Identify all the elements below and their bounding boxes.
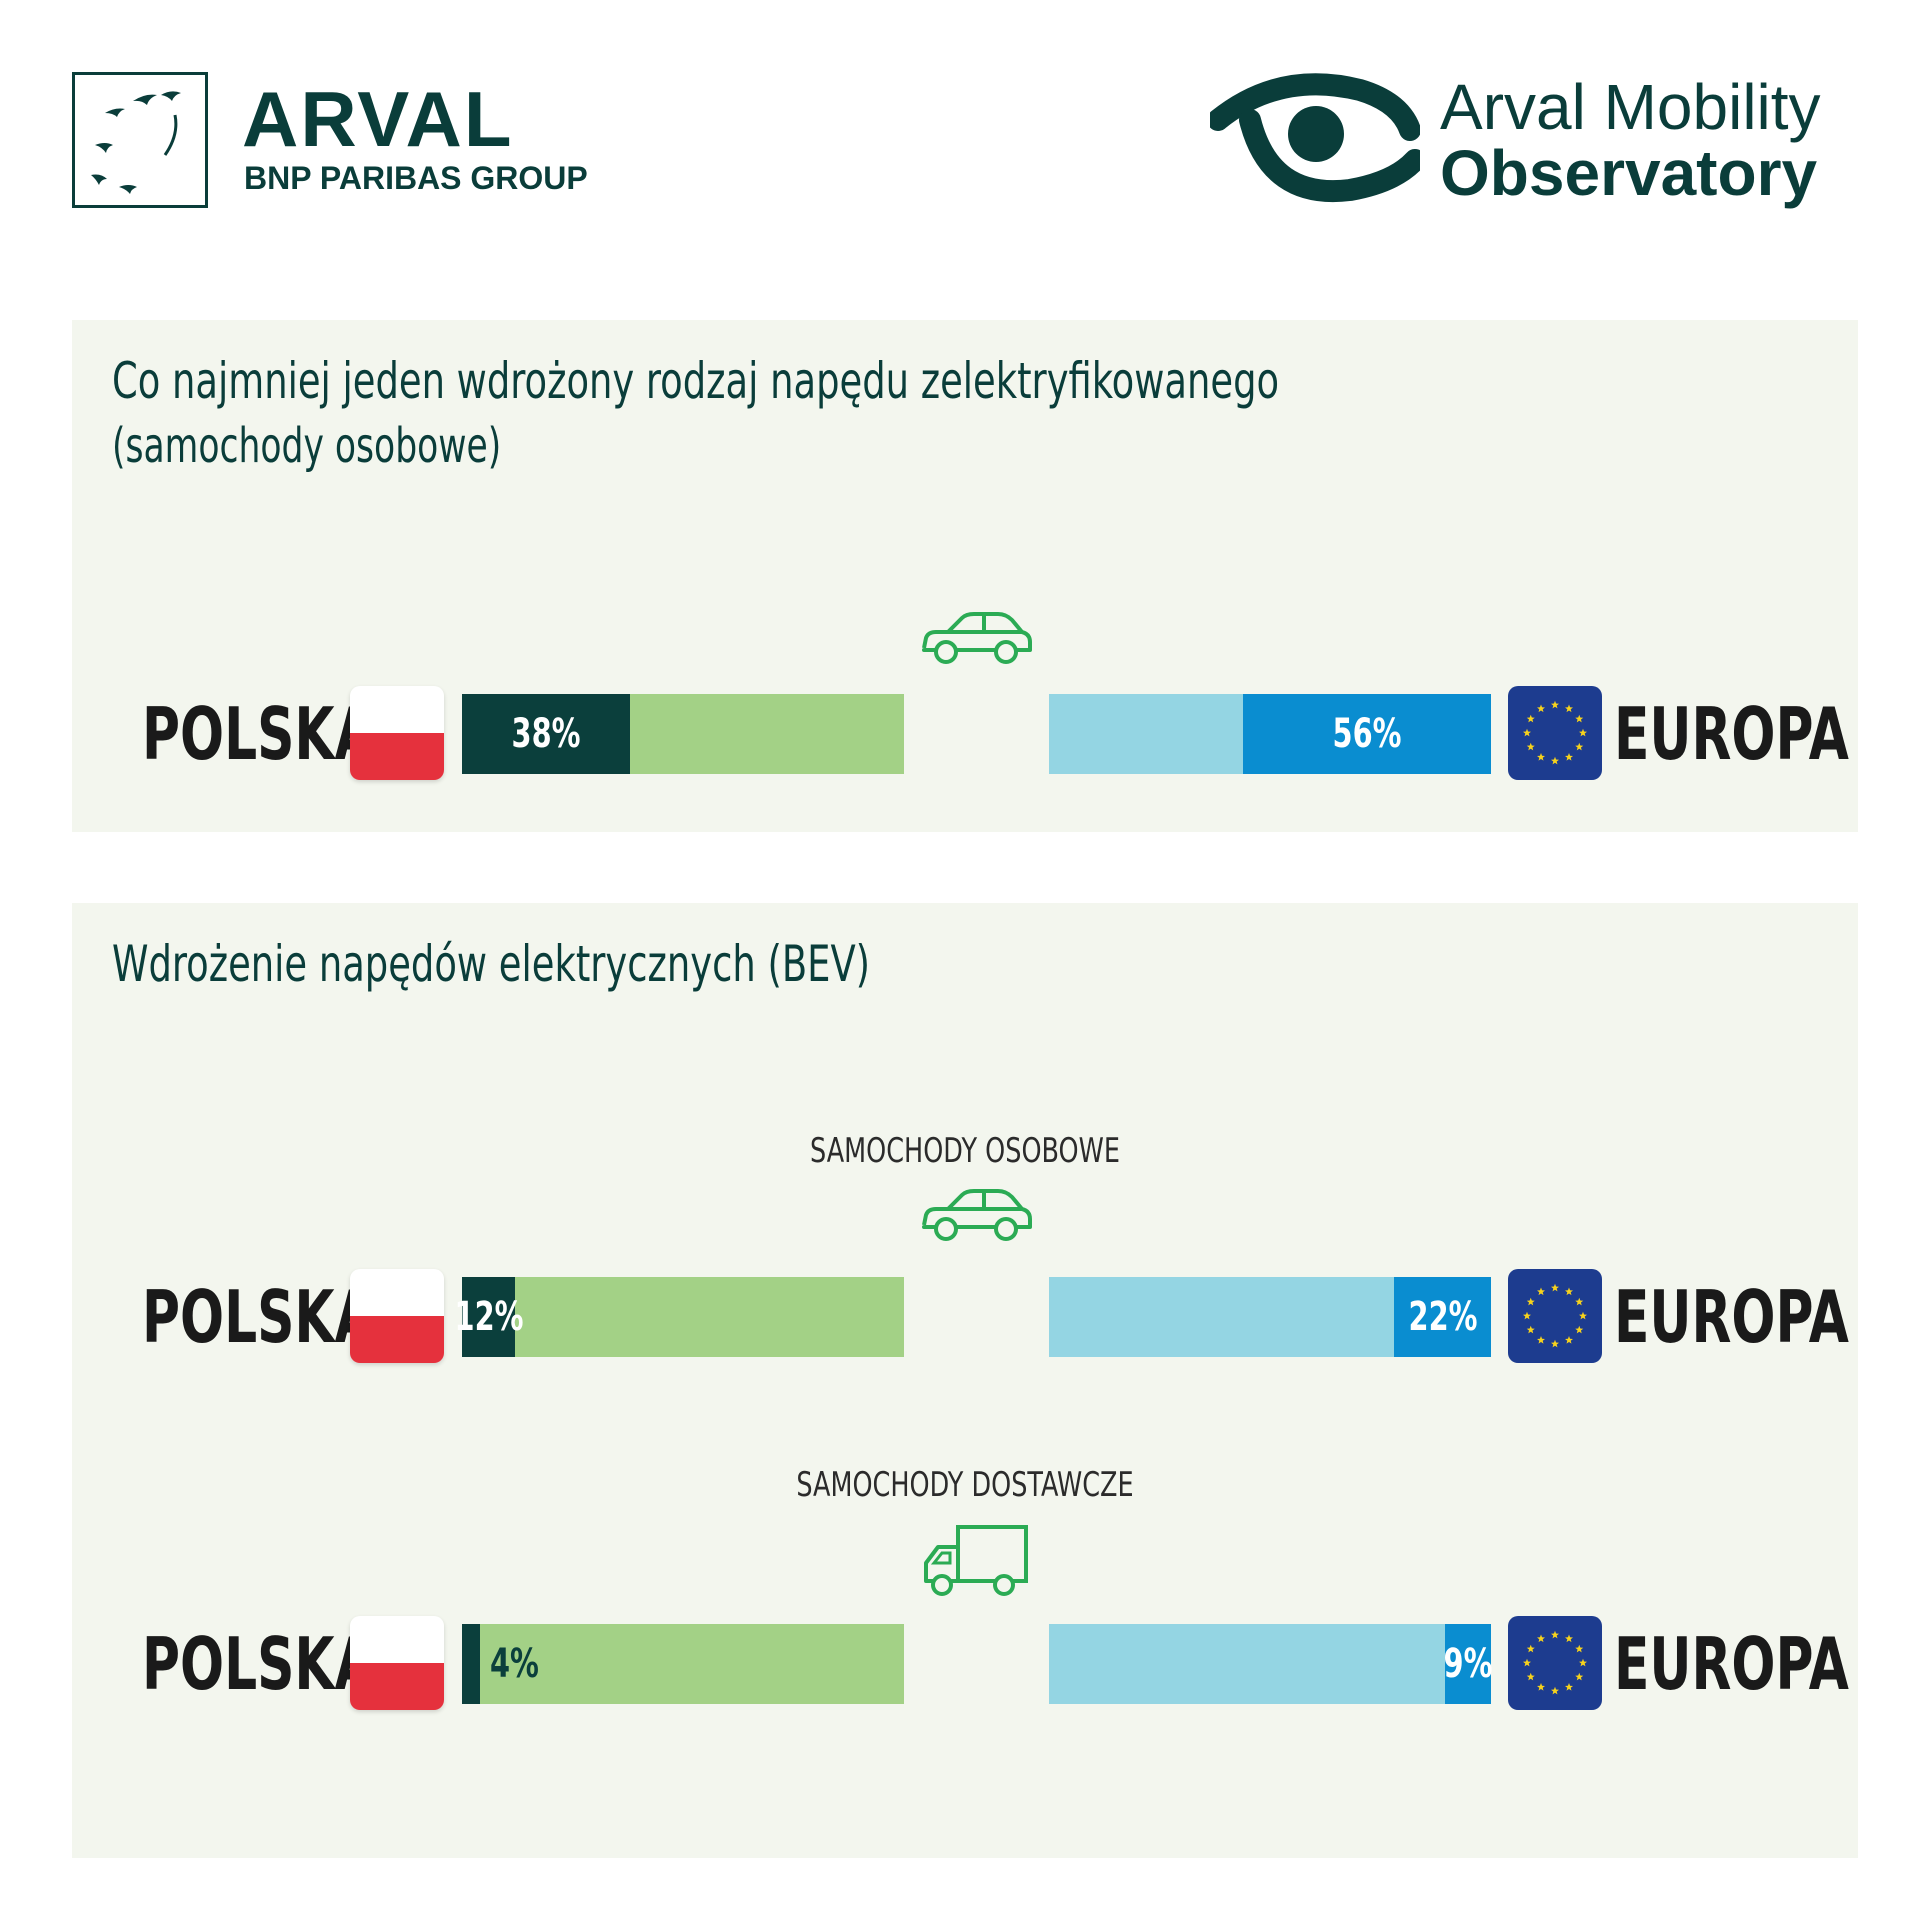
bnp-birds-icon <box>72 72 208 208</box>
eu-star <box>1551 1339 1559 1348</box>
country-label-polska: POLSKA <box>142 692 375 776</box>
eye-icon <box>1210 73 1420 203</box>
value-label-europa: 56% <box>1332 711 1402 757</box>
value-label-europa: 22% <box>1408 1294 1477 1340</box>
panel1-subtitle: (samochody osobowe) <box>112 418 502 474</box>
eu-star <box>1526 1672 1535 1681</box>
country-label-europa: EUROPA <box>1614 1622 1849 1706</box>
eu-star <box>1565 1336 1573 1344</box>
observatory-logo: Arval Mobility Observatory <box>1210 60 1860 220</box>
eu-star <box>1526 1297 1535 1306</box>
eu-star <box>1526 742 1535 751</box>
eu-star <box>1565 753 1573 761</box>
eu-star <box>1537 753 1545 761</box>
poland-flag-icon <box>350 1616 444 1710</box>
eu-star <box>1579 728 1587 737</box>
eu-star <box>1551 756 1559 765</box>
eu-star <box>1565 1634 1573 1643</box>
panel-bev: Wdrożenie napędów elektrycznych (BEV) SA… <box>72 903 1858 1858</box>
eu-star <box>1551 700 1559 709</box>
car-icon <box>922 1189 1032 1241</box>
eu-star <box>1575 1325 1584 1334</box>
eu-star <box>1565 704 1573 713</box>
observatory-line2: Observatory <box>1440 137 1818 209</box>
eu-flag-icon <box>1508 1616 1602 1710</box>
country-label-polska: POLSKA <box>142 1622 375 1706</box>
eu-stars-icon <box>1523 1630 1587 1695</box>
eu-star <box>1537 1683 1545 1691</box>
country-label-europa: EUROPA <box>1614 692 1849 776</box>
arval-logo: ARVAL BNP PARIBAS GROUP <box>72 72 682 212</box>
bar-europa <box>1445 1624 1491 1704</box>
eu-star <box>1537 1634 1545 1643</box>
bar-track-europa: 9% <box>1049 1624 1493 1704</box>
eu-star <box>1551 1686 1559 1695</box>
value-label-polska: 12% <box>454 1294 523 1340</box>
eu-stars-icon <box>1523 1283 1587 1348</box>
bar-europa <box>1243 694 1491 774</box>
panel-electrified: Co najmniej jeden wdrożony rodzaj napędu… <box>72 320 1858 832</box>
eu-star <box>1523 1658 1531 1667</box>
bar-track-europa: 56% <box>1049 694 1491 774</box>
group-label-dostawcze: SAMOCHODY DOSTAWCZE <box>796 1465 1134 1505</box>
van-icon <box>924 1525 1028 1596</box>
observatory-line1: Arval Mobility <box>1440 71 1821 143</box>
row-bev-dostawcze: POLSKA 4% 9% EUROPA <box>72 1616 1858 1712</box>
bar-track-polska: 12% <box>454 1277 904 1357</box>
car-icon <box>922 612 1032 664</box>
eu-star <box>1575 1644 1584 1653</box>
poland-flag-icon <box>350 686 444 780</box>
bar-polska <box>462 1624 480 1704</box>
eu-flag-icon <box>1508 1269 1602 1363</box>
panel2-title: Wdrożenie napędów elektrycznych (BEV) <box>112 935 871 993</box>
bar-track-polska: 38% <box>462 694 904 774</box>
eu-star <box>1575 742 1584 751</box>
bar-polska <box>462 1277 515 1357</box>
bar-track-polska: 4% <box>462 1624 904 1704</box>
eu-stars-icon <box>1523 700 1587 765</box>
eu-star <box>1551 1283 1559 1292</box>
eu-star <box>1523 728 1531 737</box>
panel1-title: Co najmniej jeden wdrożony rodzaj napędu… <box>112 352 1280 410</box>
eu-star <box>1551 1630 1559 1639</box>
group-label-osobowe: SAMOCHODY OSOBOWE <box>810 1131 1120 1171</box>
eu-star <box>1579 1658 1587 1667</box>
row-panel1-osobowe: POLSKA 38% 56% EUROPA <box>72 686 1858 782</box>
country-label-europa: EUROPA <box>1614 1275 1849 1359</box>
bar-polska <box>462 694 630 774</box>
arval-wordmark: ARVAL <box>242 75 514 163</box>
value-label-polska: 38% <box>511 711 581 757</box>
eu-star <box>1523 1311 1531 1320</box>
value-label-europa: 9% <box>1443 1641 1493 1687</box>
eu-star <box>1537 1336 1545 1344</box>
value-label-polska: 4% <box>490 1641 539 1687</box>
poland-flag-icon <box>350 1269 444 1363</box>
bar-track-europa: 22% <box>1049 1277 1491 1357</box>
row-bev-osobowe: POLSKA 12% 22% EUROPA <box>72 1269 1858 1365</box>
eu-star <box>1575 1297 1584 1306</box>
eu-star <box>1537 1287 1545 1296</box>
eu-star <box>1526 714 1535 723</box>
eu-star <box>1575 714 1584 723</box>
eu-star <box>1526 1325 1535 1334</box>
eu-star <box>1537 704 1545 713</box>
arval-group-label: BNP PARIBAS GROUP <box>244 160 588 196</box>
country-label-polska: POLSKA <box>142 1275 375 1359</box>
bar-europa <box>1394 1277 1491 1357</box>
eu-star <box>1526 1644 1535 1653</box>
eu-star <box>1565 1683 1573 1691</box>
eu-star <box>1579 1311 1587 1320</box>
eu-star <box>1575 1672 1584 1681</box>
eu-flag-icon <box>1508 686 1602 780</box>
eu-star <box>1565 1287 1573 1296</box>
